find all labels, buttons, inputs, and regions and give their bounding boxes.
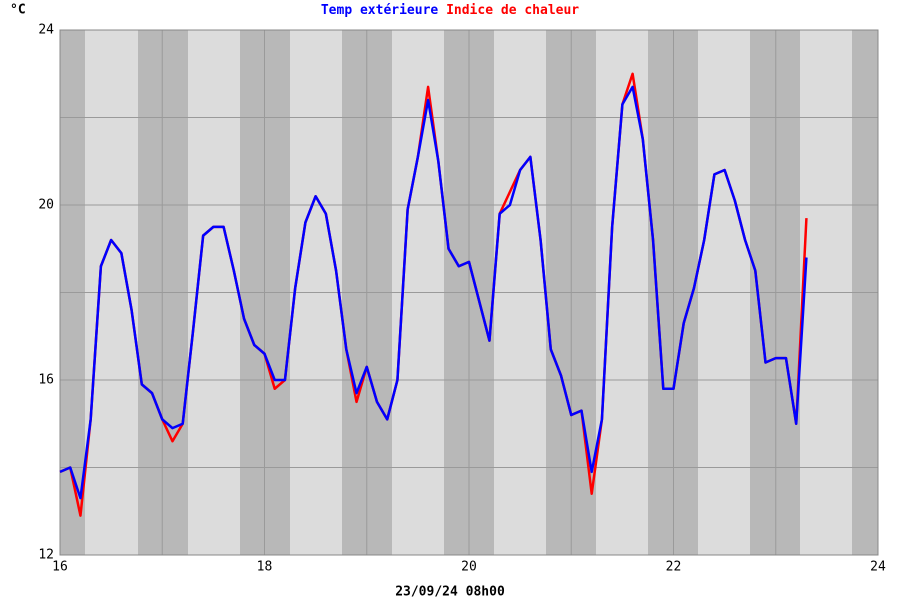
y-tick-label: 24 <box>38 23 54 38</box>
y-axis-label: °C <box>10 3 26 18</box>
legend-entry: Indice de chaleur <box>446 3 579 18</box>
series-line <box>59 85 808 500</box>
x-tick-label: 22 <box>666 560 682 575</box>
plot-frame <box>59 29 879 556</box>
x-tick-label: 18 <box>257 560 273 575</box>
legend: Temp extérieure Indice de chaleur <box>321 3 579 18</box>
x-axis-label: 23/09/24 08h00 <box>395 585 505 600</box>
y-tick-label: 16 <box>38 373 54 388</box>
y-tick-label: 20 <box>38 198 54 213</box>
legend-entry: Temp extérieure <box>321 3 439 18</box>
x-tick-label: 16 <box>52 560 68 575</box>
x-tick-label: 24 <box>870 560 886 575</box>
x-tick-label: 20 <box>461 560 477 575</box>
y-tick-label: 12 <box>38 548 54 563</box>
